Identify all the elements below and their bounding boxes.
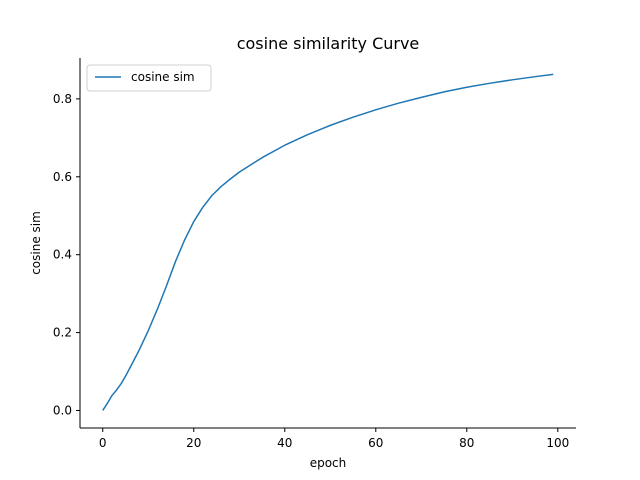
plot-area (102, 73, 554, 411)
legend: cosine sim (86, 64, 212, 92)
series-line-cosine-sim (102, 73, 554, 411)
x-tick-label: 20 (186, 436, 201, 450)
y-tick-label: 0.0 (53, 403, 72, 417)
y-axis-label: cosine sim (29, 211, 43, 275)
y-tick-label: 0.2 (53, 326, 72, 340)
x-axis-label: epoch (310, 456, 347, 470)
y-tick-label: 0.4 (53, 248, 72, 262)
legend-box (86, 64, 212, 92)
legend-label: cosine sim (131, 70, 195, 84)
chart-title: cosine similarity Curve (237, 34, 420, 53)
y-tick-label: 0.6 (53, 170, 72, 184)
y-axis-ticks: 0.0 0.2 0.4 0.6 0.8 (53, 92, 80, 417)
x-tick-label: 40 (277, 436, 292, 450)
x-tick-label: 100 (546, 436, 569, 450)
x-tick-label: 80 (459, 436, 474, 450)
x-axis-ticks: 0 20 40 60 80 100 (99, 428, 569, 450)
x-tick-label: 60 (368, 436, 383, 450)
x-tick-label: 0 (99, 436, 107, 450)
y-tick-label: 0.8 (53, 92, 72, 106)
